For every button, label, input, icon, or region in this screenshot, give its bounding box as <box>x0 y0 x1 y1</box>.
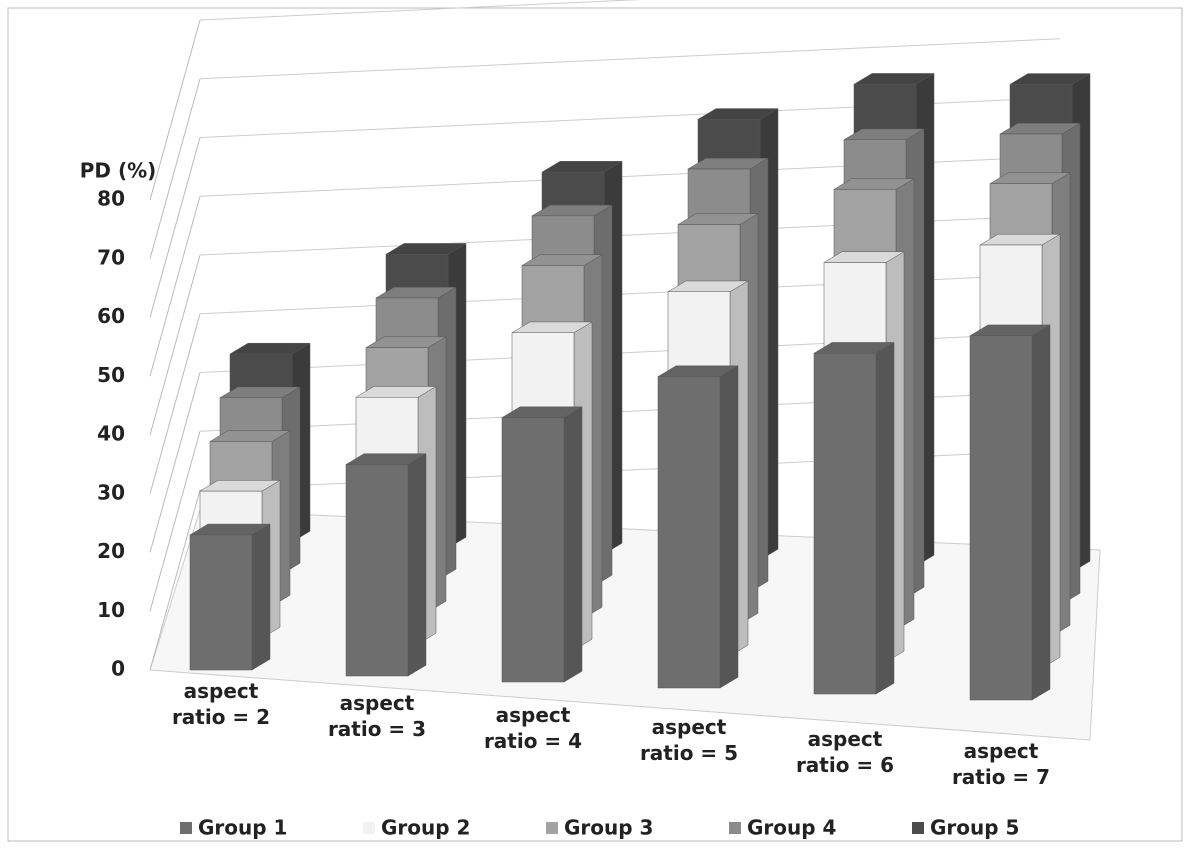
bar-side <box>407 453 427 677</box>
bar-side <box>719 365 739 689</box>
legend-label: Group 1 <box>198 816 287 840</box>
bar-front <box>501 417 565 683</box>
x-tick-label: aspect ratio = 5 <box>639 715 739 765</box>
x-tick-label: aspect ratio = 2 <box>171 679 271 729</box>
bar-side <box>1031 324 1051 701</box>
grid-line <box>149 19 201 201</box>
y-tick-label: 0 <box>111 657 125 681</box>
frame <box>7 7 1183 842</box>
bar <box>501 406 583 683</box>
legend-swatch <box>546 822 558 834</box>
grid-line <box>149 78 201 259</box>
bar-front <box>813 353 877 695</box>
legend-label: Group 2 <box>381 816 470 840</box>
grid-line <box>149 489 201 671</box>
bar <box>189 523 271 671</box>
bar-front <box>345 464 409 677</box>
grid-line <box>149 372 201 553</box>
bar-front <box>189 534 253 671</box>
grid-line <box>149 313 201 494</box>
bar-side <box>875 342 895 695</box>
y-tick-label: 20 <box>97 539 125 563</box>
grid-line <box>149 196 201 377</box>
x-tick-label: aspect ratio = 4 <box>483 703 583 753</box>
grid-line <box>149 254 201 436</box>
legend-label: Group 3 <box>564 816 653 840</box>
grid-line <box>149 431 201 612</box>
y-tick-label: 30 <box>97 480 125 504</box>
legend-swatch <box>912 822 924 834</box>
bar <box>813 342 895 695</box>
bar-front <box>969 335 1033 701</box>
bar <box>345 453 427 677</box>
bar-side <box>251 523 271 671</box>
y-axis-label: PD (%) <box>80 159 157 183</box>
grid-line <box>199 38 1061 80</box>
y-tick-label: 10 <box>97 598 125 622</box>
grid-line <box>199 0 641 21</box>
legend-label: Group 5 <box>930 816 1019 840</box>
bar-front <box>657 376 721 689</box>
y-tick-label: 60 <box>97 304 125 328</box>
x-tick-label: aspect ratio = 6 <box>795 727 895 777</box>
legend-swatch <box>363 822 375 834</box>
grid-line <box>149 137 201 318</box>
bar-side <box>563 406 583 683</box>
x-tick-label: aspect ratio = 3 <box>327 691 427 741</box>
y-tick-label: 40 <box>97 422 125 446</box>
x-tick-label: aspect ratio = 7 <box>951 739 1051 789</box>
y-tick-label: 80 <box>97 187 125 211</box>
bar <box>969 324 1051 701</box>
legend-label: Group 4 <box>747 816 836 840</box>
legend-swatch <box>729 822 741 834</box>
legend-swatch <box>180 822 192 834</box>
bar <box>657 365 739 689</box>
y-tick-label: 50 <box>97 363 125 387</box>
y-tick-label: 70 <box>97 245 125 269</box>
